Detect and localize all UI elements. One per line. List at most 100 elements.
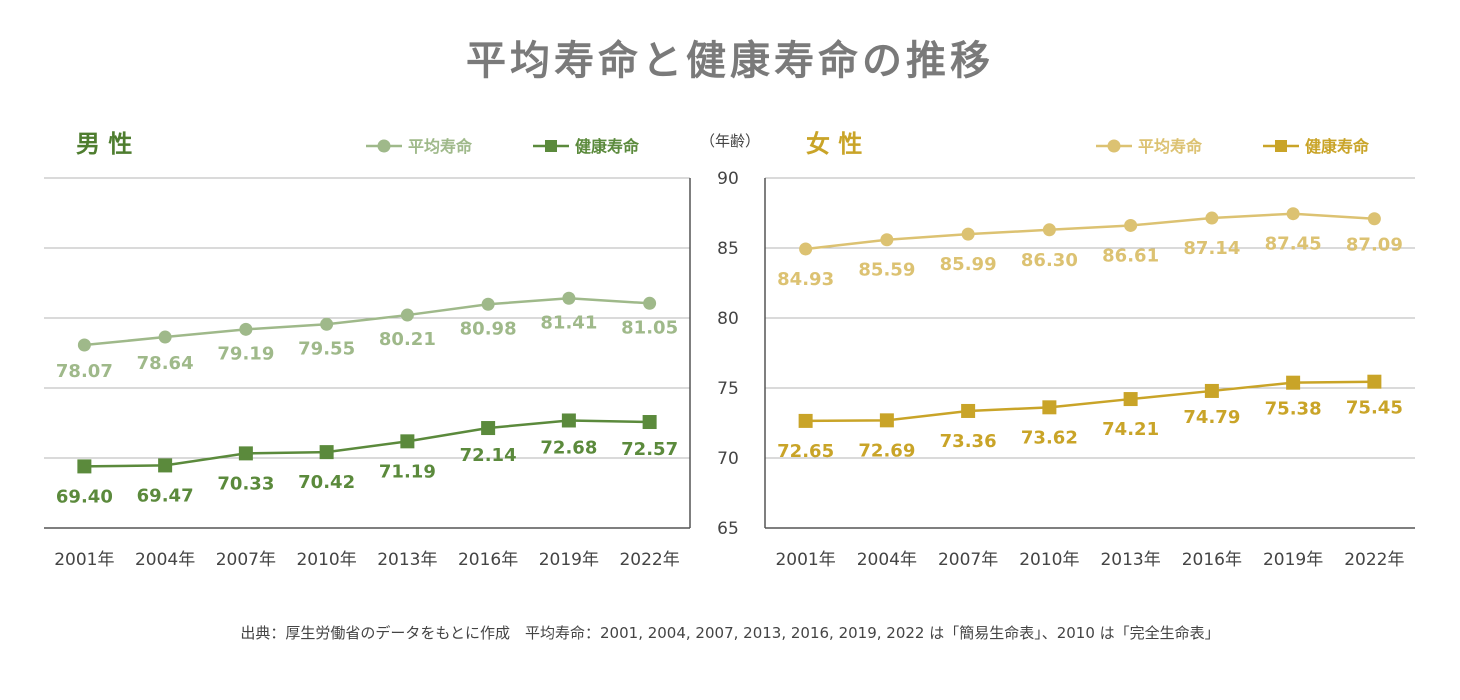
female-point-square xyxy=(1123,392,1138,407)
female-point-square xyxy=(879,413,894,428)
female-point-square xyxy=(1204,383,1219,398)
male-point-circle xyxy=(158,330,172,344)
male-x-tick-label: 2007年 xyxy=(216,550,276,570)
female-x-tick-label: 2019年 xyxy=(1263,550,1323,570)
female-point-circle xyxy=(1205,211,1219,225)
female-data-label: 75.45 xyxy=(1346,398,1403,419)
female-data-label: 85.99 xyxy=(940,254,997,275)
male-data-label: 69.47 xyxy=(137,485,194,506)
female-x-tick-label: 2007年 xyxy=(938,550,998,570)
male-data-label: 69.40 xyxy=(56,486,113,507)
male-x-tick-label: 2004年 xyxy=(135,550,195,570)
male-x-tick-label: 2019年 xyxy=(539,550,599,570)
male-x-tick-label: 2013年 xyxy=(377,550,437,570)
female-data-label: 74.21 xyxy=(1102,419,1159,440)
y-tick-label: 65 xyxy=(717,519,739,539)
female-legend-label-1: 平均寿命 xyxy=(1138,137,1203,156)
chart-title: 平均寿命と健康寿命の推移 xyxy=(466,38,994,84)
male-data-label: 79.55 xyxy=(298,338,355,359)
female-data-label: 72.65 xyxy=(777,441,834,462)
female-x-tick-label: 2004年 xyxy=(857,550,917,570)
female-series-line-2 xyxy=(805,380,1375,423)
male-point-square xyxy=(400,434,415,449)
female-legend-marker-square xyxy=(1275,140,1287,152)
female-legend-label-2: 健康寿命 xyxy=(1305,137,1370,156)
male-data-label: 78.64 xyxy=(137,353,194,374)
male-x-tick-label: 2001年 xyxy=(54,550,114,570)
male-point-square xyxy=(642,415,657,430)
female-point-circle xyxy=(961,227,975,241)
female-data-label: 74.79 xyxy=(1183,407,1240,428)
y-tick-label: 80 xyxy=(717,309,739,329)
female-point-circle xyxy=(1367,212,1381,226)
male-data-label: 81.41 xyxy=(540,312,597,333)
female-series-line-1 xyxy=(805,212,1375,251)
male-point-square xyxy=(561,413,576,428)
male-legend-label-2: 健康寿命 xyxy=(575,137,640,156)
female-point-square xyxy=(798,413,813,428)
female-data-label: 73.62 xyxy=(1021,427,1078,448)
female-point-circle xyxy=(1124,218,1138,232)
male-data-label: 78.07 xyxy=(56,361,113,382)
male-x-tick-label: 2010年 xyxy=(296,550,356,570)
male-point-circle xyxy=(77,338,91,352)
female-x-tick-label: 2013年 xyxy=(1100,550,1160,570)
male-legend-label-1: 平均寿命 xyxy=(408,137,473,156)
male-data-label: 80.98 xyxy=(460,318,517,339)
male-data-label: 72.57 xyxy=(621,439,678,460)
female-x-tick-label: 2022年 xyxy=(1344,550,1404,570)
female-data-label: 87.14 xyxy=(1183,238,1240,259)
male-data-label: 70.42 xyxy=(298,472,355,493)
male-point-square xyxy=(77,459,92,474)
female-point-square xyxy=(1367,374,1382,389)
male-data-label: 72.14 xyxy=(460,445,517,466)
female-panel-title: 女 性 xyxy=(806,130,862,158)
female-x-tick-label: 2001年 xyxy=(775,550,835,570)
male-x-tick-label: 2016年 xyxy=(458,550,518,570)
male-point-circle xyxy=(320,317,334,331)
male-point-square xyxy=(158,458,173,473)
male-data-label: 81.05 xyxy=(621,317,678,338)
female-legend-marker-circle xyxy=(1107,139,1121,153)
male-legend-marker-circle xyxy=(377,139,391,153)
y-axis-unit: （年齢） xyxy=(700,132,760,150)
male-series-line-1 xyxy=(84,297,650,347)
male-point-circle xyxy=(481,297,495,311)
female-point-circle xyxy=(880,233,894,247)
male-data-label: 79.19 xyxy=(217,343,274,364)
y-tick-label: 85 xyxy=(717,239,739,259)
y-tick-label: 70 xyxy=(717,449,739,469)
male-point-circle xyxy=(239,322,253,336)
female-point-circle xyxy=(799,242,813,256)
male-point-circle xyxy=(400,308,414,322)
female-data-label: 72.69 xyxy=(858,440,915,461)
female-point-square xyxy=(1286,375,1301,390)
female-data-label: 84.93 xyxy=(777,269,834,290)
female-point-circle xyxy=(1286,207,1300,221)
y-tick-label: 90 xyxy=(717,169,739,189)
female-data-label: 85.59 xyxy=(858,260,915,281)
source-note: 出典：厚生労働省のデータをもとに作成 平均寿命：2001, 2004, 2007… xyxy=(240,624,1220,642)
female-point-square xyxy=(1042,400,1057,415)
female-data-label: 87.09 xyxy=(1346,235,1403,256)
male-point-circle xyxy=(643,296,657,310)
female-point-square xyxy=(961,403,976,418)
male-data-label: 80.21 xyxy=(379,329,436,350)
male-legend-marker-square xyxy=(545,140,557,152)
female-x-tick-label: 2016年 xyxy=(1182,550,1242,570)
female-x-tick-label: 2010年 xyxy=(1019,550,1079,570)
male-data-label: 72.68 xyxy=(540,437,597,458)
male-point-square xyxy=(481,421,496,436)
male-x-tick-label: 2022年 xyxy=(619,550,679,570)
female-data-label: 75.38 xyxy=(1265,399,1322,420)
male-data-label: 71.19 xyxy=(379,461,436,482)
female-data-label: 86.30 xyxy=(1021,250,1078,271)
female-data-label: 87.45 xyxy=(1265,234,1322,255)
male-panel-title: 男 性 xyxy=(76,130,132,158)
male-series-line-2 xyxy=(84,419,650,468)
male-point-circle xyxy=(562,291,576,305)
female-data-label: 86.61 xyxy=(1102,245,1159,266)
female-point-circle xyxy=(1042,223,1056,237)
female-data-label: 73.36 xyxy=(940,431,997,452)
